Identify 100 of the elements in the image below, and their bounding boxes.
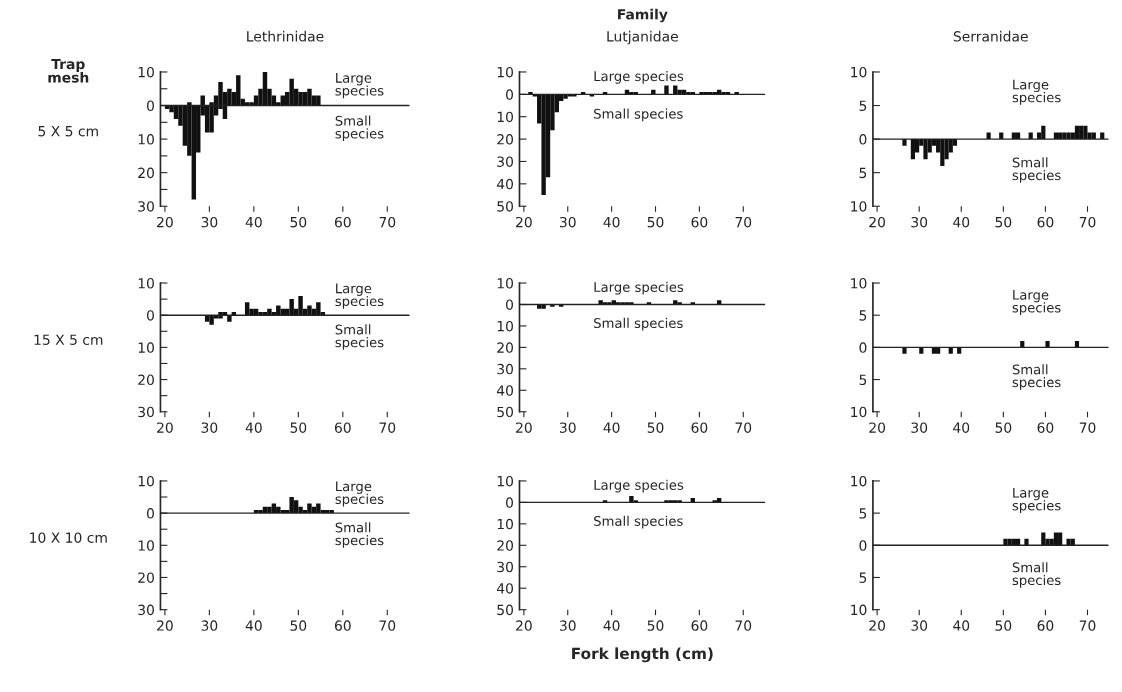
y-tick-label: 0 — [146, 508, 154, 519]
x-tick-label: 40 — [603, 620, 620, 631]
y-tick-label: 30 — [138, 604, 154, 616]
y-tick-label: 10 — [497, 278, 514, 289]
x-tick-label: 70 — [1079, 216, 1096, 228]
y-tick-label: 0 — [859, 342, 867, 353]
y-tick-label: 0 — [506, 299, 514, 310]
y-tick-label: 30 — [497, 561, 514, 573]
annotation: Large species — [335, 481, 384, 507]
x-tick-label: 70 — [379, 422, 396, 433]
x-tick-label: 40 — [603, 422, 620, 433]
text: Trap mesh — [48, 58, 89, 83]
x-tick-label: 50 — [647, 620, 664, 631]
y-tick-label: 10 — [497, 66, 514, 78]
annotation: Small species — [335, 522, 384, 548]
annotation: Large species — [594, 70, 684, 84]
annotation: Small species — [1012, 364, 1061, 390]
x-tick-label: 60 — [334, 216, 351, 228]
chart-title: Serranidae — [953, 30, 1028, 42]
y-tick-label: 5 — [859, 508, 867, 519]
y-tick-label: 10 — [138, 134, 154, 145]
x-tick-label: 60 — [334, 620, 351, 631]
x-tick-label: 30 — [201, 422, 218, 433]
x-tick-label: 30 — [559, 216, 576, 228]
y-tick-label: 10 — [497, 475, 514, 487]
annotation: Large species — [594, 479, 684, 493]
x-axis-title: Fork length (cm) — [572, 647, 713, 663]
x-tick-label: 30 — [201, 216, 218, 228]
x-tick-label: 30 — [911, 620, 928, 631]
y-tick-label: 10 — [851, 604, 867, 616]
x-tick-label: 70 — [735, 422, 752, 433]
x-tick-label: 40 — [245, 620, 262, 631]
y-tick-label: 10 — [851, 66, 867, 78]
x-tick-label: 40 — [953, 216, 970, 228]
y-tick-label: 10 — [497, 320, 514, 332]
y-tick-label: 40 — [496, 583, 514, 594]
text: Family — [618, 8, 668, 23]
y-tick-label: 5 — [859, 374, 867, 386]
annotation: Large species — [335, 73, 384, 99]
annotation: Large species — [594, 281, 684, 295]
x-tick-label: 50 — [995, 216, 1012, 228]
y-axis-title: 5 X 5 cm — [38, 126, 98, 137]
y-tick-label: 20 — [497, 342, 514, 353]
x-tick-label: 20 — [157, 216, 173, 228]
x-tick-label: 20 — [516, 216, 532, 228]
y-tick-label: 20 — [138, 167, 154, 179]
x-tick-label: 60 — [1037, 620, 1054, 631]
x-tick-label: 20 — [869, 620, 886, 631]
x-tick-label: 40 — [953, 422, 970, 433]
x-tick-label: 70 — [735, 216, 752, 228]
y-tick-label: 5 — [859, 310, 867, 321]
x-tick-label: 70 — [379, 216, 396, 228]
x-tick-label: 70 — [735, 620, 752, 631]
y-tick-label: 50 — [497, 604, 514, 616]
y-tick-label: 0 — [859, 134, 867, 145]
x-tick-label: 70 — [379, 620, 396, 631]
y-tick-label: 10 — [138, 475, 154, 487]
x-tick-label: 60 — [691, 422, 708, 433]
y-tick-label: 40 — [496, 178, 514, 190]
x-tick-label: 30 — [559, 422, 576, 433]
x-tick-label: 40 — [953, 620, 970, 631]
annotation: Small species — [594, 108, 683, 122]
x-tick-label: 70 — [1079, 422, 1096, 433]
y-tick-label: 0 — [506, 89, 514, 100]
y-tick-label: 0 — [859, 540, 867, 551]
y-tick-label: 0 — [506, 497, 514, 508]
x-tick-label: 50 — [647, 422, 664, 433]
x-tick-label: 60 — [1037, 422, 1054, 433]
annotation: Small species — [1012, 157, 1061, 183]
y-tick-label: 30 — [497, 156, 514, 167]
annotation: Small species — [594, 317, 683, 331]
x-tick-label: 30 — [911, 422, 928, 433]
x-tick-label: 30 — [911, 216, 928, 228]
y-tick-label: 10 — [497, 111, 514, 123]
y-tick-label: 30 — [497, 363, 514, 375]
y-tick-label: 10 — [138, 342, 154, 353]
y-tick-label: 40 — [496, 385, 514, 396]
y-tick-label: 10 — [497, 518, 514, 530]
y-tick-label: 5 — [859, 572, 867, 583]
chart-title: Lutjanidae — [607, 30, 678, 45]
annotation: Large species — [1012, 487, 1061, 514]
x-tick-label: 60 — [334, 422, 351, 433]
x-tick-label: 60 — [691, 620, 708, 631]
y-tick-label: 0 — [146, 310, 154, 321]
annotation: Small species — [335, 115, 384, 142]
annotation: Large species — [335, 283, 384, 309]
annotation: Small species — [594, 515, 683, 529]
y-tick-label: 10 — [138, 278, 154, 289]
x-tick-label: 70 — [1079, 620, 1096, 631]
y-tick-label: 20 — [497, 134, 514, 145]
y-tick-label: 5 — [859, 100, 867, 111]
y-axis-title: 15 X 5 cm — [34, 334, 103, 345]
y-tick-label: 10 — [851, 201, 867, 212]
y-tick-label: 5 — [859, 167, 867, 179]
y-tick-label: 20 — [497, 540, 514, 551]
y-tick-label: 10 — [851, 278, 867, 289]
y-tick-label: 20 — [138, 374, 154, 386]
x-tick-label: 20 — [869, 216, 886, 228]
x-tick-label: 40 — [245, 422, 262, 433]
x-tick-label: 20 — [157, 620, 173, 631]
